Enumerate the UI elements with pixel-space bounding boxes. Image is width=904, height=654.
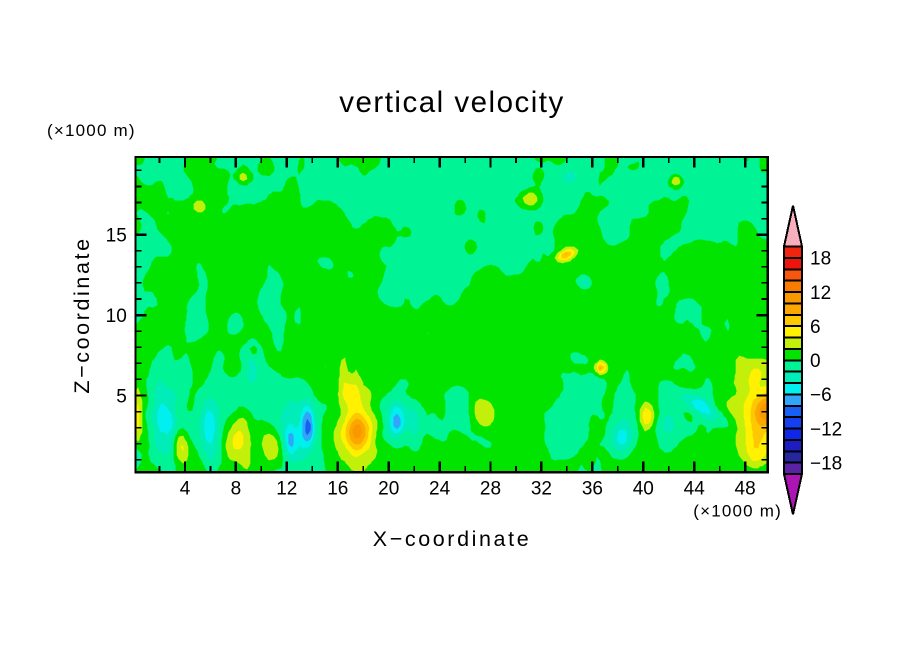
svg-text:20: 20	[378, 478, 399, 499]
svg-text:(×1000 m): (×1000 m)	[47, 121, 136, 140]
svg-text:4: 4	[180, 478, 191, 499]
svg-text:Z−coordinate: Z−coordinate	[70, 236, 94, 393]
svg-text:10: 10	[106, 306, 127, 327]
svg-text:8: 8	[231, 478, 242, 499]
svg-text:X−coordinate: X−coordinate	[373, 527, 532, 551]
svg-text:48: 48	[735, 478, 756, 499]
svg-text:12: 12	[810, 283, 831, 304]
svg-text:5: 5	[116, 386, 127, 407]
svg-text:15: 15	[106, 226, 127, 247]
svg-text:vertical velocity: vertical velocity	[339, 86, 565, 119]
svg-text:−6: −6	[810, 385, 832, 406]
svg-text:32: 32	[531, 478, 552, 499]
svg-text:36: 36	[582, 478, 603, 499]
svg-text:0: 0	[810, 351, 821, 372]
svg-text:28: 28	[480, 478, 501, 499]
svg-text:−12: −12	[810, 419, 842, 440]
svg-text:(×1000 m): (×1000 m)	[693, 502, 782, 521]
svg-text:12: 12	[276, 478, 297, 499]
svg-text:18: 18	[810, 249, 831, 270]
svg-text:6: 6	[810, 317, 821, 338]
svg-text:−18: −18	[810, 453, 842, 474]
svg-text:24: 24	[429, 478, 451, 499]
svg-text:40: 40	[633, 478, 654, 499]
svg-text:16: 16	[327, 478, 348, 499]
svg-text:44: 44	[684, 478, 706, 499]
